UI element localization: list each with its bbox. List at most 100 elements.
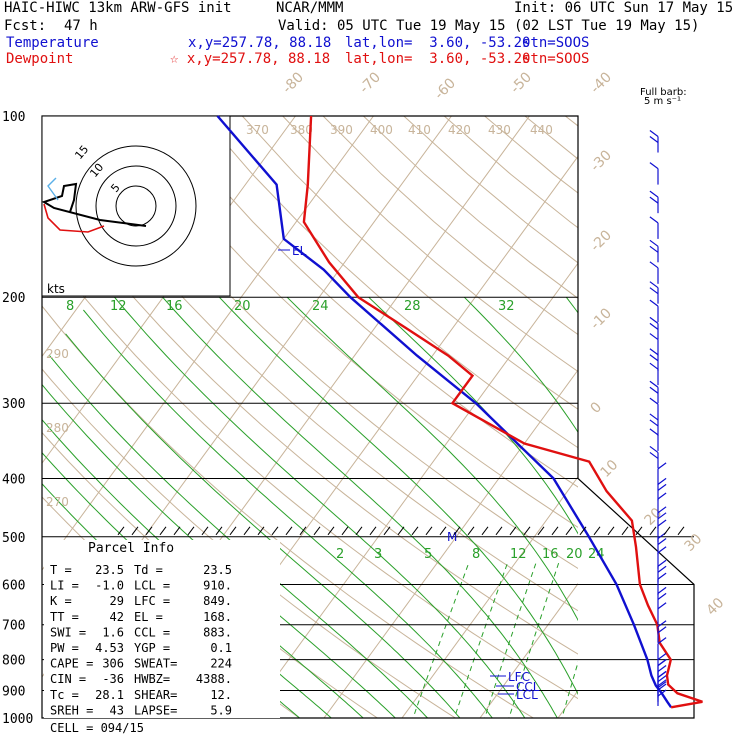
- wind-barb-flag: [657, 462, 667, 470]
- wind-barb-flag: [657, 519, 667, 527]
- cloud-hatch-mark: [159, 526, 167, 536]
- org-label: NCAR/MMM: [276, 0, 344, 16]
- cloud-hatch-mark: [355, 526, 363, 536]
- parcel-info-key: LI =: [50, 579, 79, 593]
- dry-adiabat-line: [322, 116, 578, 336]
- cloud-hatch-mark: [481, 526, 489, 536]
- wind-barb-flag: [657, 592, 667, 600]
- parcel-info-key: Td =: [134, 563, 163, 577]
- cloud-hatch-mark: [243, 526, 251, 536]
- cloud-hatch-mark: [257, 526, 265, 536]
- mixing-ratio-label: 12: [510, 547, 527, 562]
- wind-barb: [649, 216, 659, 239]
- pressure-tick-label: 600: [2, 578, 25, 593]
- parcel-info-value: 12.: [210, 688, 232, 702]
- cloud-hatch-mark: [523, 526, 531, 536]
- cloud-hatch-mark: [215, 526, 223, 536]
- isotherm-line: [245, 262, 578, 718]
- wind-barb: [657, 586, 667, 610]
- wind-barb-flag: [657, 679, 667, 687]
- wind-barb: [649, 239, 659, 263]
- wind-profile: Full barb:5 m s⁻¹: [640, 87, 687, 706]
- isotherm-label: -10: [588, 305, 615, 332]
- mixing-ratio-label: 28: [404, 299, 421, 314]
- cloud-hatch-mark: [663, 526, 671, 536]
- isotherm-label: 0: [588, 399, 606, 417]
- hodograph-trace: [41, 182, 147, 227]
- dry-adiabat-line: [727, 116, 740, 731]
- wind-barb-flag: [649, 451, 659, 459]
- parcel-info-box: Parcel Info T = 23.5 Td = 23.5 LI = -1.0 LCL = 9…: [44, 540, 280, 735]
- wind-barb: [649, 428, 659, 451]
- parcel-info-key: CCL =: [134, 625, 170, 639]
- cloud-hatch-mark: [341, 526, 349, 536]
- wind-barb-flag: [657, 659, 667, 667]
- wind-barb-flag: [657, 559, 667, 567]
- wind-barb-flag: [649, 316, 659, 324]
- pressure-tick-label: 500: [2, 531, 25, 546]
- mixing-ratio-label: 16: [166, 299, 183, 314]
- moist-adiabat-line: [368, 296, 578, 535]
- dry-adiabat-line: [524, 116, 578, 160]
- parcel-info-value: 28.1: [95, 688, 124, 702]
- wind-barb: [649, 413, 659, 436]
- cloud-hatch-mark: [565, 526, 573, 536]
- wind-barb: [649, 362, 659, 386]
- wind-barb-flag: [649, 322, 659, 330]
- dry-adiabat-line: [564, 116, 578, 127]
- hodograph-trace-low: [43, 203, 105, 233]
- mixing-ratio-label: 8: [66, 299, 74, 314]
- ccl-marker: CCL: [516, 680, 540, 694]
- parcel-info-bg: [44, 540, 280, 718]
- wind-barb: [649, 333, 659, 356]
- wind-barb-flag: [657, 572, 667, 580]
- dry-adiabat-line: [606, 116, 740, 731]
- parcel-info-value: 4.53: [95, 641, 124, 655]
- parcel-info-value: 0.1: [210, 641, 232, 655]
- parcel-info-value: 42: [110, 610, 124, 624]
- el-marker: EL: [292, 244, 307, 258]
- dry-adiabat-line: [80, 116, 578, 570]
- temperature-profile-line: [302, 115, 703, 709]
- cloud-hatch-mark: [201, 526, 209, 536]
- parcel-info-value: 1.6: [102, 625, 124, 639]
- dry-adiabat-line: [120, 116, 578, 528]
- hodograph-ring: [115, 185, 157, 227]
- pressure-tick-label: 400: [2, 472, 25, 487]
- chart-frame: [41, 115, 695, 719]
- cloud-hatch-mark: [439, 526, 447, 536]
- isotherm-line: [323, 369, 578, 718]
- mixing-ratio-label: 5: [424, 547, 432, 562]
- pressure-tick-label: 800: [2, 654, 25, 669]
- theta-label: 290: [46, 347, 69, 361]
- parcel-info-value: 5.9: [210, 703, 232, 717]
- fcst-value: 47 h: [64, 18, 98, 34]
- cloud-hatch-mark: [369, 526, 377, 536]
- parcel-info-key: EL =: [134, 610, 163, 624]
- wind-barb-flag: [649, 348, 659, 356]
- wind-barb-flag: [649, 380, 659, 388]
- mixing-ratio-label: 12: [110, 299, 127, 314]
- lfc-marker: LFC: [508, 670, 530, 684]
- isotherm-line: [705, 116, 740, 731]
- parcel-info-value: 883.: [203, 625, 232, 639]
- wind-barb: [649, 162, 659, 185]
- parcel-info-value: 23.5: [203, 563, 232, 577]
- hodograph-ring: [75, 145, 197, 267]
- theta-label: 440: [530, 123, 553, 137]
- cloud-hatch-mark: [229, 526, 237, 536]
- isotherm-label: -60: [432, 75, 459, 102]
- cloud-hatch-mark: [145, 526, 153, 536]
- wind-barb-flag: [649, 362, 659, 370]
- parcel-info-key: T =: [50, 563, 72, 577]
- wind-barb-flag: [657, 537, 667, 545]
- wind-barb: [649, 445, 659, 469]
- wind-barb-flag: [657, 683, 667, 691]
- wind-barb-flag: [649, 130, 659, 138]
- cloud-hatch-mark: [313, 526, 321, 536]
- wind-barb-flag: [657, 665, 667, 673]
- parcel-info-value: -36: [102, 672, 124, 686]
- cloud-hatch-mark: [397, 526, 405, 536]
- mixing-ratio-label: 16: [542, 547, 559, 562]
- isotherm-label: -50: [508, 69, 535, 96]
